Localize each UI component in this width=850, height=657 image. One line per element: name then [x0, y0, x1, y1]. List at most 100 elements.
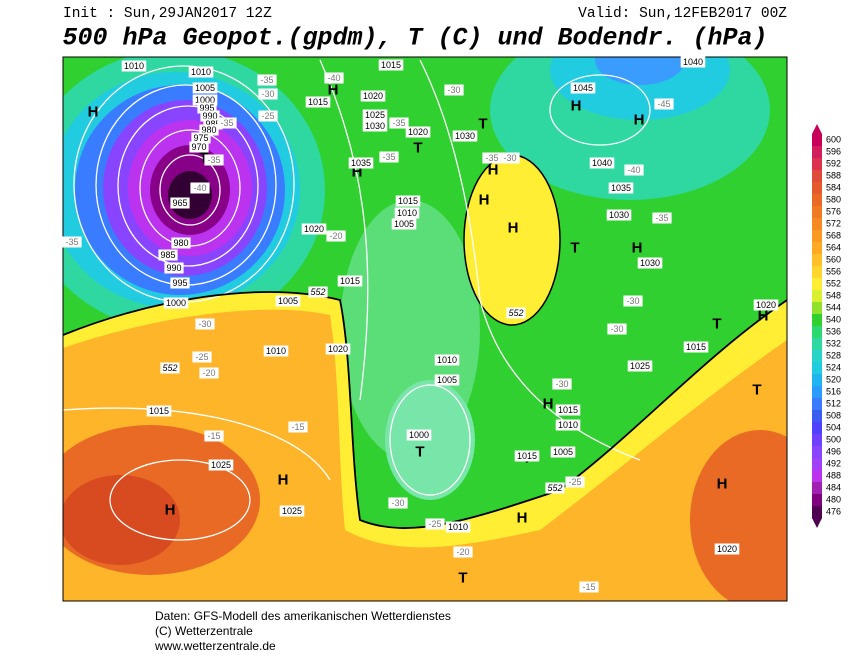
label-box: [555, 404, 581, 416]
colorbar-tick-label: 480: [826, 494, 841, 504]
label-box: [337, 275, 363, 287]
label-box: [199, 367, 219, 379]
label-box: [445, 521, 471, 533]
isobar-label: 980: [201, 125, 216, 135]
contour-label: 552: [547, 483, 562, 493]
isobar-label: 1000: [166, 298, 186, 308]
footer-url: www.wetterzentrale.de: [154, 639, 276, 653]
map-labels: HHHHHHHHHHHHHHHTTTTTTTTT1010101010051000…: [62, 56, 779, 593]
label-box: [362, 120, 388, 132]
label-box: [146, 405, 172, 417]
low-marker: T: [570, 239, 579, 256]
isobar-label: 1020: [328, 344, 348, 354]
temperature-label: -20: [456, 547, 469, 557]
colorbar-swatch: [812, 362, 822, 375]
label-box: [170, 197, 190, 209]
high-marker: H: [328, 81, 339, 98]
label-box: [654, 98, 674, 110]
label-box: [627, 360, 653, 372]
isobar-label: 1020: [717, 544, 737, 554]
low-marker: T: [458, 569, 467, 586]
contour-label: 552: [162, 363, 177, 373]
isobar-label: 1005: [394, 219, 414, 229]
colorbar-tick-label: 584: [826, 182, 841, 192]
isobar-label: 1015: [398, 196, 418, 206]
isobar-label: 1015: [517, 451, 537, 461]
colorbar-swatch: [812, 374, 822, 387]
high-marker: H: [634, 111, 645, 128]
isobar-label: 1015: [686, 342, 706, 352]
label-box: [360, 90, 386, 102]
temperature-label: -40: [627, 165, 640, 175]
label-box: [606, 209, 632, 221]
label-box: [589, 157, 615, 169]
label-box: [170, 277, 190, 289]
isobar-label: 1040: [683, 57, 703, 67]
colorbar-swatch: [812, 242, 822, 255]
isobar-label: 1010: [437, 355, 457, 365]
colorbar-tick-label: 564: [826, 242, 841, 252]
isobar-label: 1030: [609, 210, 629, 220]
colorbar-swatch: [812, 182, 822, 195]
temperature-label: -30: [261, 89, 274, 99]
label-box: [195, 318, 215, 330]
colorbar-swatch: [812, 194, 822, 207]
colorbar-tick-label: 560: [826, 254, 841, 264]
colorbar-tick-label: 524: [826, 362, 841, 372]
colorbar-tick-label: 596: [826, 146, 841, 156]
low-marker: T: [199, 149, 208, 166]
colorbar-tick-label: 548: [826, 290, 841, 300]
temperature-label: -20: [329, 231, 342, 241]
label-box: [121, 60, 147, 72]
contour-label: 552: [508, 308, 523, 318]
label-box: [192, 82, 218, 94]
label-box: [545, 482, 565, 494]
colorbar-tick-label: 556: [826, 266, 841, 276]
label-box: [190, 182, 210, 194]
high-marker: H: [543, 395, 554, 412]
high-marker: H: [488, 161, 499, 178]
isobar-label: 1010: [448, 522, 468, 532]
colorbar-swatch: [812, 422, 822, 435]
isobar-label: 1015: [381, 60, 401, 70]
colorbar-tick-label: 572: [826, 218, 841, 228]
colorbar-swatch: [812, 218, 822, 231]
low-marker: T: [752, 381, 761, 398]
isobar-label: 1005: [437, 375, 457, 385]
isobar-label: 1005: [195, 83, 215, 93]
label-box: [257, 74, 277, 86]
isobar-label: 1020: [756, 300, 776, 310]
colorbar-tick-label: 516: [826, 386, 841, 396]
colorbar-swatch: [812, 506, 822, 519]
label-box: [288, 421, 308, 433]
temperature-label: -35: [220, 118, 233, 128]
label-box: [500, 152, 520, 164]
label-box: [434, 354, 460, 366]
label-box: [550, 446, 576, 458]
label-box: [714, 543, 740, 555]
colorbar-swatch: [812, 134, 822, 147]
low-marker: T: [415, 443, 424, 460]
temperature-label: -30: [198, 319, 211, 329]
colorbar-swatch: [812, 266, 822, 279]
temperature-label: -30: [391, 498, 404, 508]
colorbar-tick-label: 492: [826, 458, 841, 468]
label-box: [623, 295, 643, 307]
temperature-label: -40: [327, 73, 340, 83]
label-box: [607, 323, 627, 335]
colorbar-swatch: [812, 398, 822, 411]
label-box: [444, 84, 464, 96]
label-box: [388, 497, 408, 509]
isobar-label: 985: [205, 119, 220, 129]
colorbar-tick-label: 488: [826, 470, 841, 480]
label-box: [192, 351, 212, 363]
colorbar-tick-label: 592: [826, 158, 841, 168]
label-box: [188, 66, 214, 78]
colorbar-tick-label: 504: [826, 422, 841, 432]
isobar-label: 985: [160, 250, 175, 260]
temperature-label: -15: [291, 422, 304, 432]
isobar-label: 1015: [340, 276, 360, 286]
label-box: [164, 262, 184, 274]
